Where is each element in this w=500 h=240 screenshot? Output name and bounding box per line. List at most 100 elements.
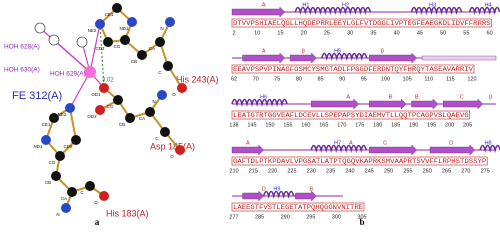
- iron: [84, 66, 96, 78]
- helix: [479, 144, 500, 153]
- residue-number: 15: [277, 30, 283, 36]
- atom-label: CB: [131, 59, 137, 64]
- water: [34, 22, 46, 34]
- residue-number: 40: [394, 30, 400, 36]
- atom: [99, 191, 109, 201]
- atom: [157, 90, 167, 100]
- atom: [113, 95, 123, 105]
- sequence-box: [231, 64, 475, 74]
- residue-number: 115: [446, 76, 455, 82]
- strand: [369, 52, 418, 64]
- water-label: HOH 629(A): [50, 71, 86, 78]
- structure-label: H1: [302, 2, 309, 8]
- residue-number: 260: [423, 168, 432, 174]
- sequence: DTVVPSHIAELQGLLHQDEPRRLEEYLGLFVTDGGLIVPT…: [233, 20, 491, 27]
- sequence-box: [231, 202, 365, 212]
- atom: [165, 17, 175, 27]
- atom: [120, 35, 130, 45]
- atom-label: O: [170, 154, 174, 159]
- water: [48, 34, 60, 46]
- residue-number: 155: [283, 122, 292, 128]
- atom-label: CA: [149, 46, 155, 51]
- residue-number: 255: [403, 168, 412, 174]
- structure-label: D: [262, 186, 266, 192]
- residue-number: 185: [391, 122, 400, 128]
- residue-number: 190: [409, 122, 418, 128]
- residue-number: 70: [253, 76, 259, 82]
- residue-number: 25: [324, 30, 330, 36]
- residue-number: 45: [417, 30, 423, 36]
- structure-label: B: [389, 94, 393, 100]
- sequence-box: [231, 18, 492, 28]
- strand: [429, 144, 476, 156]
- strand: [369, 98, 407, 110]
- atom: [155, 37, 165, 47]
- water-label: HOH 628(A): [4, 44, 40, 51]
- atom-label: CG: [114, 44, 121, 49]
- helix: [294, 6, 372, 15]
- atom: [163, 61, 173, 71]
- atom: [65, 103, 75, 113]
- strand: [369, 144, 418, 156]
- figure: a b FE 312(A) Asp 185(A) His 243(A) His …: [4, 2, 500, 227]
- strand: [311, 98, 360, 110]
- residue-number: 285: [255, 214, 264, 220]
- atom-label: CG: [107, 104, 114, 109]
- structure-label: A: [262, 2, 266, 8]
- sequence: EEAVPSPVPINAGFGSMCYSMGTADLFPGGDFERDNTQYF…: [233, 66, 473, 73]
- atom-label: NE2: [58, 112, 67, 117]
- atom: [175, 145, 185, 155]
- atom: [99, 83, 109, 93]
- structure-label: β: [381, 48, 384, 54]
- atom: [145, 107, 155, 117]
- residue-number: 80: [296, 76, 302, 82]
- atom: [55, 151, 65, 161]
- residue-number: 75: [274, 76, 280, 82]
- sequence: GAFTDLPTKPDAVLVPGSATLATPTQGQVKAPRKSMVAAP…: [233, 158, 487, 165]
- residue-number: 250: [384, 168, 393, 174]
- residue-number: 60: [487, 30, 493, 36]
- structure-label: β: [489, 94, 492, 100]
- residue-number: 160: [301, 122, 310, 128]
- residue-number: 175: [355, 122, 364, 128]
- strand: [242, 52, 286, 64]
- residue-number: 277: [229, 214, 238, 220]
- atom-label: CE1: [42, 122, 51, 127]
- atom-label: NE2: [88, 28, 97, 33]
- structure-label: H5: [334, 48, 341, 54]
- residue-number: 50: [440, 30, 446, 36]
- residue-number: 110: [424, 76, 433, 82]
- atom-label: CE1: [105, 12, 114, 17]
- strand: [231, 6, 286, 18]
- residue-number: 2: [232, 30, 235, 36]
- caption: b: [359, 217, 364, 227]
- residue-number: 138: [229, 122, 238, 128]
- residue-number: 150: [265, 122, 274, 128]
- water-label: HOH 630(A): [4, 67, 40, 74]
- atom: [137, 50, 147, 60]
- residue-number: 275: [481, 168, 490, 174]
- residue-number: 145: [247, 122, 256, 128]
- helix: [310, 144, 367, 153]
- residue-number: 220: [268, 168, 277, 174]
- atom-label: CD2: [63, 144, 72, 149]
- residue-label: His 243(A): [176, 74, 219, 84]
- residue-number: 90: [339, 76, 345, 82]
- residue-number: 10: [254, 30, 260, 36]
- atom-label: N: [160, 26, 163, 31]
- residue-number: 225: [287, 168, 296, 174]
- strand: [289, 52, 317, 64]
- structure-label: H3: [429, 2, 436, 8]
- helix: [468, 6, 500, 15]
- atom-label: C: [155, 136, 159, 141]
- atom: [85, 181, 95, 191]
- residue-number: 120: [467, 76, 476, 82]
- coordination-bond: [69, 71, 91, 109]
- helix: [320, 52, 368, 61]
- distance: 3.02: [102, 78, 114, 84]
- strand: [295, 190, 317, 202]
- structure-label: C: [460, 94, 464, 100]
- atom: [127, 17, 137, 27]
- atom: [95, 19, 105, 29]
- atom-label: N: [152, 99, 155, 104]
